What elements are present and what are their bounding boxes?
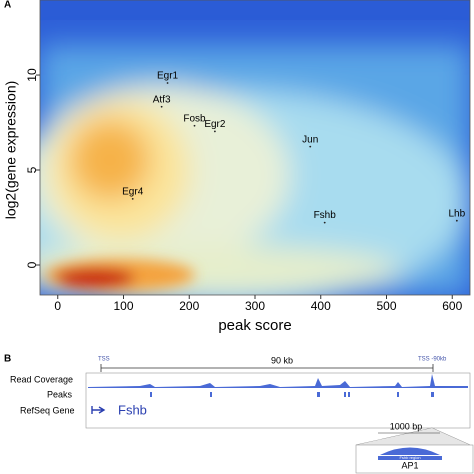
y-axis-label: log2(gene expression) [3, 81, 19, 220]
peaks-track [150, 392, 434, 397]
point-label: Fosb [183, 113, 206, 124]
point [160, 105, 163, 108]
point-label: Egr2 [204, 119, 226, 130]
tss-label: TSS -90kb [418, 357, 447, 363]
point [166, 82, 169, 84]
panel-b: B TSS 90 kb TSS -90kb Read Coverage Peak… [4, 354, 474, 474]
zoom-coverage [380, 447, 440, 455]
x-tick-label: 500 [376, 299, 396, 313]
track-label: RefSeq Gene [20, 405, 75, 415]
x-tick-label: 100 [113, 299, 133, 313]
panel-label: B [4, 354, 11, 365]
gene-name: Fshb [118, 402, 147, 417]
point [309, 145, 312, 148]
track-label: Read Coverage [10, 374, 73, 384]
density-background [40, 0, 470, 295]
zoom-wedge [356, 428, 470, 445]
point-label: Egr4 [122, 186, 144, 197]
zoom-region-bar [378, 456, 442, 460]
track-box [85, 372, 471, 429]
point-label: Atf3 [153, 94, 171, 105]
zoom-scale: 1000 bp [390, 421, 423, 431]
x-tick-label: 300 [245, 299, 265, 313]
point-label: Fshb [314, 210, 337, 221]
point [193, 124, 196, 127]
coverage-track [88, 374, 468, 388]
x-tick-label: 600 [442, 299, 462, 313]
point [323, 221, 326, 224]
x-tick-label: 200 [179, 299, 199, 313]
point-label: Jun [302, 134, 318, 145]
point-label: Egr1 [157, 71, 179, 82]
point [213, 130, 216, 133]
point-label: Lhb [449, 208, 466, 219]
zoom-region: Fshb region [399, 455, 420, 460]
tss-label: TSS [98, 357, 110, 363]
point [455, 219, 458, 222]
x-tick-label: 400 [311, 299, 331, 313]
y-tick-label: 0 [25, 261, 39, 268]
point [131, 197, 134, 200]
y-tick-label: 5 [25, 166, 39, 173]
motif-label: AP1 [401, 460, 418, 470]
y-tick-label: 10 [25, 68, 39, 82]
gene-icon [91, 406, 106, 414]
track-label: Peaks [47, 389, 73, 399]
span-label: 90 kb [271, 355, 293, 365]
x-tick-label: 0 [54, 299, 61, 313]
panel-label: A [4, 0, 11, 11]
x-axis-label: peak score [218, 317, 291, 334]
